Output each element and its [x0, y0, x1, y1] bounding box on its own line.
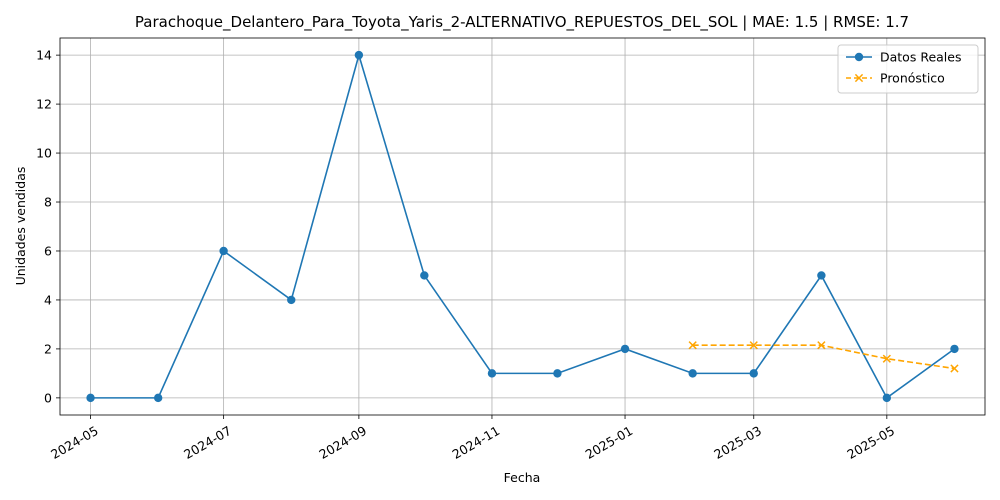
- y-tick-label: 8: [44, 195, 52, 210]
- legend-label: Pronóstico: [880, 71, 945, 86]
- data-point: [354, 50, 364, 60]
- x-tick-label: 2025-05: [844, 423, 897, 462]
- y-tick-label: 14: [36, 48, 52, 63]
- data-point: [553, 369, 562, 378]
- x-tick-label: 2024-09: [316, 423, 369, 462]
- y-axis-title: Unidades vendidas: [13, 167, 28, 286]
- x-tick-label: 2025-01: [583, 423, 636, 462]
- plot-frame: [59, 37, 986, 416]
- data-point: [688, 369, 697, 378]
- data-point: [817, 271, 826, 280]
- y-tick-label: 4: [44, 292, 52, 307]
- data-point: [153, 393, 163, 403]
- data-point: [817, 341, 826, 350]
- grid: [60, 38, 985, 415]
- legend-marker: [854, 52, 864, 62]
- y-tick-label: 2: [44, 341, 52, 356]
- data-point: [420, 271, 429, 280]
- marker-stroke: [950, 364, 959, 373]
- legend-label: Datos Reales: [880, 50, 961, 65]
- axes: 0 2 4 6 8 10 12 14 2024-05 2024-07 2024-09 2024-11 2…: [36, 37, 986, 462]
- chart-title: Parachoque_Delantero_Para_Toyota_Yaris_2…: [135, 13, 909, 32]
- data-point: [86, 393, 95, 403]
- marker-stroke: [688, 341, 697, 350]
- series-layer: [86, 50, 959, 403]
- data-point: [950, 364, 959, 373]
- y-tick-label: 0: [44, 390, 52, 405]
- legend-entry: Pronóstico: [846, 71, 945, 86]
- marker-stroke: [882, 354, 891, 363]
- data-point: [749, 341, 758, 350]
- data-point: [749, 369, 758, 378]
- y-tick-label: 6: [44, 243, 52, 258]
- data-point: [882, 354, 891, 363]
- marker-stroke: [854, 73, 864, 83]
- legend: Datos Reales Pronóstico: [837, 44, 979, 94]
- y-tick-label: 12: [36, 97, 52, 112]
- data-point: [620, 344, 630, 354]
- y-tick-label: 10: [36, 146, 52, 161]
- x-tick-label: 2025-03: [711, 423, 764, 462]
- series-1: [688, 341, 959, 373]
- data-point: [219, 246, 228, 256]
- legend-box: [837, 44, 979, 94]
- data-point: [882, 393, 892, 403]
- x-tick-label: 2024-07: [181, 423, 234, 462]
- legend-entry: Datos Reales: [846, 50, 961, 65]
- marker-stroke: [817, 341, 826, 350]
- marker-stroke: [749, 341, 758, 350]
- series-0: [86, 50, 959, 403]
- data-point: [950, 344, 959, 354]
- x-tick-label: 2024-05: [48, 423, 101, 462]
- x-tick-label: 2024-11: [450, 423, 503, 462]
- data-point: [688, 341, 697, 350]
- data-point: [487, 369, 497, 378]
- data-point: [287, 295, 296, 305]
- series-line: [90, 52, 955, 400]
- legend-marker: [854, 73, 864, 83]
- x-axis-title: Fecha: [504, 470, 541, 485]
